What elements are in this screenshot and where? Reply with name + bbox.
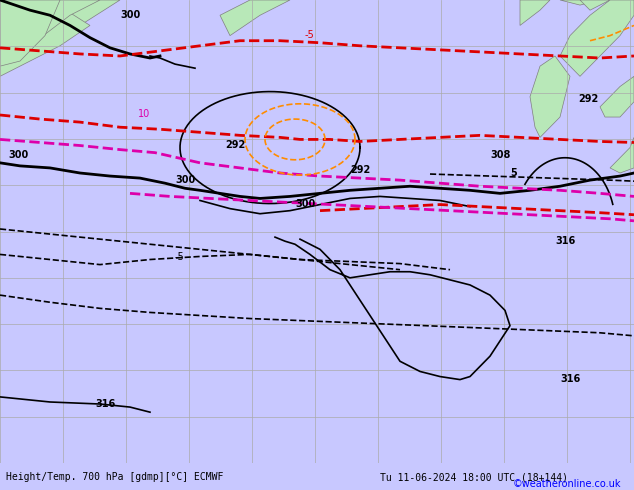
Text: 292: 292: [350, 165, 370, 175]
Polygon shape: [580, 0, 610, 10]
Text: 316: 316: [95, 399, 115, 409]
Text: 316: 316: [555, 236, 575, 246]
Polygon shape: [520, 0, 550, 25]
Text: ©weatheronline.co.uk: ©weatheronline.co.uk: [513, 479, 621, 489]
Text: 292: 292: [225, 140, 245, 149]
Polygon shape: [220, 0, 290, 36]
Polygon shape: [0, 0, 100, 56]
Text: 308: 308: [490, 150, 510, 160]
Text: 10: 10: [138, 109, 150, 119]
Polygon shape: [0, 0, 90, 76]
Polygon shape: [0, 0, 60, 66]
Text: Height/Temp. 700 hPa [gdmp][°C] ECMWF: Height/Temp. 700 hPa [gdmp][°C] ECMWF: [6, 472, 224, 483]
Text: 292: 292: [578, 94, 598, 104]
Text: 316: 316: [560, 374, 580, 384]
Text: 300: 300: [120, 10, 140, 20]
Polygon shape: [530, 56, 570, 137]
Text: 300: 300: [295, 198, 315, 209]
Text: 5: 5: [510, 168, 517, 178]
Text: 300: 300: [175, 175, 195, 185]
Polygon shape: [0, 0, 120, 56]
Text: 300: 300: [8, 150, 29, 160]
Polygon shape: [600, 76, 634, 117]
Text: -5: -5: [175, 251, 184, 262]
Polygon shape: [560, 0, 634, 76]
Polygon shape: [560, 0, 600, 5]
Text: -5: -5: [305, 30, 314, 40]
Text: Tu 11-06-2024 18:00 UTC (18+144): Tu 11-06-2024 18:00 UTC (18+144): [380, 472, 569, 483]
Polygon shape: [610, 137, 634, 173]
